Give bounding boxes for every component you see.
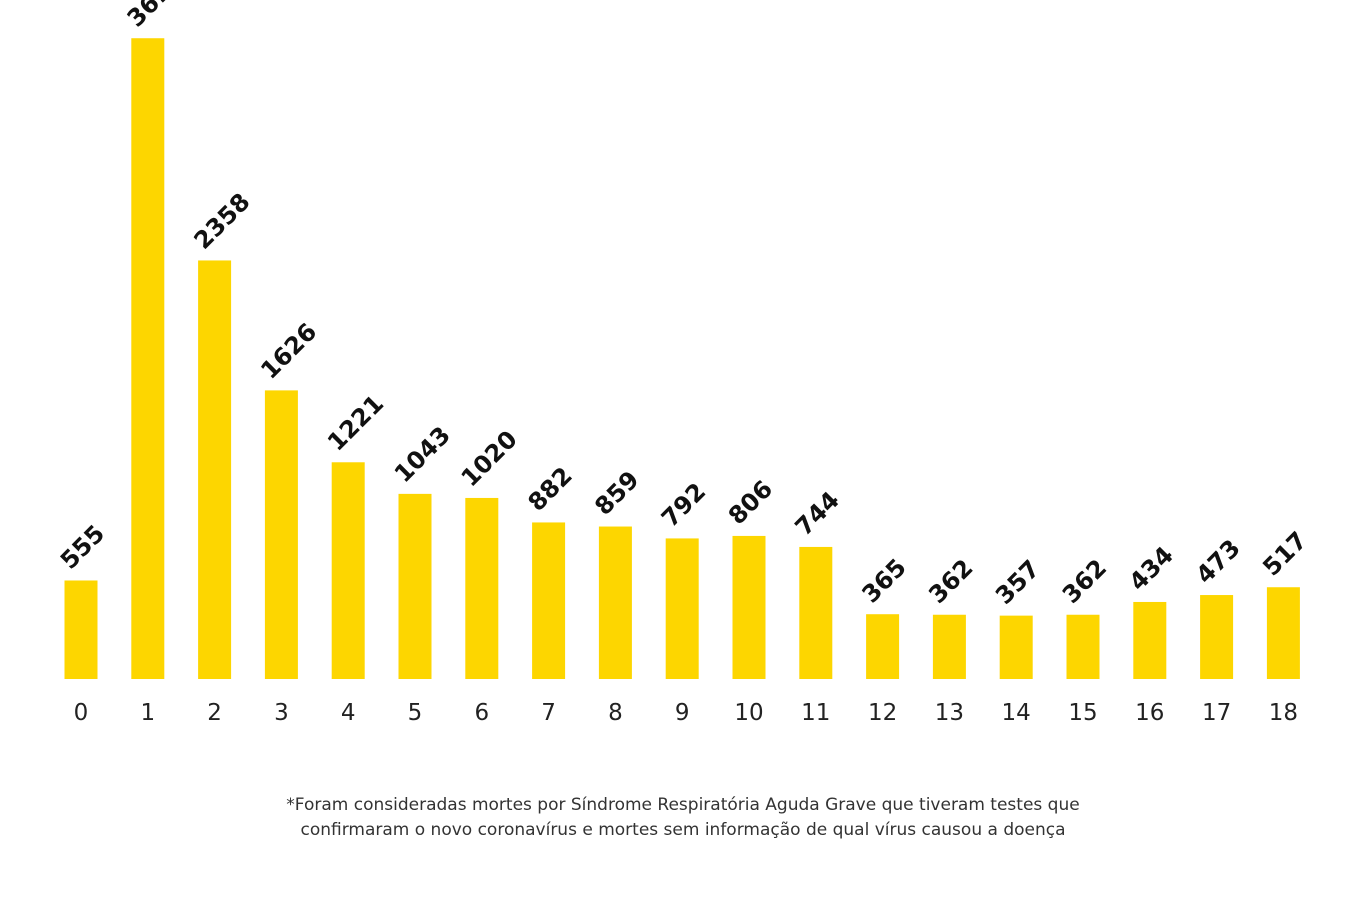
bar	[264, 390, 298, 679]
bar	[665, 538, 699, 679]
bar	[131, 38, 165, 680]
bar	[598, 526, 632, 679]
bar	[1266, 587, 1300, 679]
value-label: 859	[589, 466, 644, 521]
value-label: 1626	[255, 318, 322, 385]
x-tick-label: 5	[408, 700, 423, 726]
bar	[732, 535, 766, 679]
bar	[866, 614, 900, 679]
x-tick-label: 16	[1135, 700, 1164, 726]
value-label: 473	[1191, 534, 1246, 589]
bar	[198, 260, 232, 679]
footnote: *Foram consideradas mortes por Síndrome …	[286, 795, 1079, 815]
value-label: 1020	[456, 425, 523, 492]
x-tick-label: 1	[140, 700, 155, 726]
x-tick-label: 8	[608, 700, 623, 726]
x-tick-label: 7	[541, 700, 556, 726]
bar	[398, 493, 432, 679]
x-tick-label: 11	[801, 700, 830, 726]
bar	[999, 615, 1033, 679]
x-tick-label: 15	[1068, 700, 1097, 726]
value-label: 1043	[389, 421, 456, 488]
x-tick-label: 12	[868, 700, 897, 726]
value-label: 2358	[189, 188, 256, 255]
x-tick-label: 6	[474, 700, 489, 726]
x-tick-label: 14	[1002, 700, 1031, 726]
value-label: 362	[1057, 554, 1112, 609]
value-label: 3610	[122, 0, 189, 32]
value-label: 792	[656, 477, 711, 532]
x-tick-label: 9	[675, 700, 690, 726]
x-tick-label: 17	[1202, 700, 1231, 726]
bar	[799, 546, 833, 679]
bar	[331, 462, 365, 679]
x-tick-label: 3	[274, 700, 289, 726]
value-label: 365	[857, 553, 912, 608]
bar	[64, 580, 98, 679]
value-label: 555	[55, 519, 110, 574]
bar	[932, 614, 966, 679]
x-tick-label: 13	[935, 700, 964, 726]
x-tick-label: 4	[341, 700, 356, 726]
value-label: 517	[1257, 526, 1312, 581]
bar	[465, 497, 499, 679]
x-tick-label: 0	[74, 700, 89, 726]
value-label: 357	[990, 555, 1045, 610]
value-label: 434	[1124, 541, 1179, 596]
value-label: 362	[923, 554, 978, 609]
value-label: 1221	[322, 389, 389, 456]
footnote: confirmaram o novo coronavírus e mortes …	[300, 820, 1065, 840]
bar	[1133, 601, 1167, 679]
x-tick-label: 18	[1269, 700, 1298, 726]
x-tick-label: 10	[734, 700, 763, 726]
bar	[1200, 595, 1234, 679]
value-label: 744	[790, 486, 845, 541]
x-tick-label: 2	[207, 700, 222, 726]
value-label: 882	[523, 461, 578, 516]
bar	[532, 522, 566, 679]
value-label: 806	[723, 475, 778, 530]
bar	[1066, 614, 1100, 679]
